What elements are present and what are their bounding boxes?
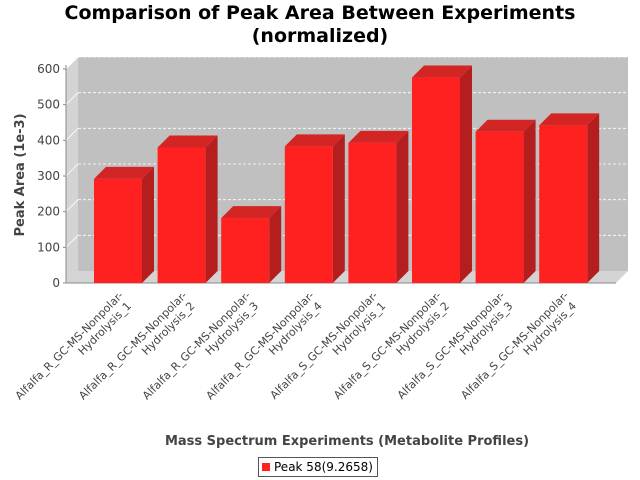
x-tick-label: Alfalfa_S_GC-MS-Nonpolar-Hydrolysis_3 xyxy=(395,289,517,411)
bar-top xyxy=(475,119,536,132)
x-tick-label: Alfalfa_R_GC-MS-Nonpolar-Hydrolysis_3 xyxy=(140,289,263,412)
x-axis-label: Mass Spectrum Experiments (Metabolite Pr… xyxy=(165,434,529,449)
x-tick-label: Alfalfa_R_GC-MS-Nonpolar-Hydrolysis_4 xyxy=(204,289,327,412)
y-tick-label: 100 xyxy=(37,240,60,254)
gridline-wall xyxy=(65,199,79,212)
chart-title-line2: (normalized) xyxy=(251,25,389,47)
x-tick-label: Alfalfa_S_GC-MS-Nonpolar-Hydrolysis_1 xyxy=(268,289,390,411)
bar-side xyxy=(396,130,409,283)
x-tick-label-line: Alfalfa_R_GC-MS-Nonpolar- xyxy=(13,289,126,402)
legend-swatch xyxy=(262,463,270,471)
x-tick-label: Alfalfa_S_GC-MS-Nonpolar-Hydrolysis_4 xyxy=(458,289,580,411)
bar-side xyxy=(332,134,345,283)
bar xyxy=(539,113,600,283)
bar-front xyxy=(157,147,206,283)
bar xyxy=(412,65,472,283)
bar-top xyxy=(348,130,409,143)
y-tick-label: 500 xyxy=(37,98,60,112)
bar xyxy=(157,135,218,283)
bar-front xyxy=(221,218,270,283)
y-tick-label: 400 xyxy=(37,133,60,147)
bar-front xyxy=(284,146,333,283)
gridline-wall xyxy=(65,128,79,141)
bar-side xyxy=(587,113,600,283)
bar-top xyxy=(221,206,282,219)
bar-top xyxy=(284,134,345,147)
gridline-wall xyxy=(65,235,79,248)
y-tick-label: 300 xyxy=(37,169,60,183)
bar-side xyxy=(460,65,472,283)
bars xyxy=(94,65,600,283)
bar xyxy=(284,134,345,283)
chart-title: Comparison of Peak Area Between Experime… xyxy=(0,2,640,48)
bar-side xyxy=(269,206,282,283)
gridline-wall xyxy=(65,163,79,177)
y-axis-ticks: 0 100 200 300 400 500 600 xyxy=(37,62,66,290)
bar-top xyxy=(94,166,154,179)
bar xyxy=(221,206,282,283)
bar-front xyxy=(412,77,460,283)
x-axis-ticks: Alfalfa_R_GC-MS-Nonpolar-Hydrolysis_1Alf… xyxy=(13,289,580,412)
bar-side xyxy=(205,135,218,283)
bar-front xyxy=(539,125,588,283)
y-axis-label: Peak Area (1e-3) xyxy=(13,113,28,236)
legend-label: Peak 58(9.2658) xyxy=(274,460,373,474)
bar-side xyxy=(142,166,154,283)
bar-front xyxy=(348,142,397,283)
y-tick-label: 200 xyxy=(37,205,60,219)
chart-title-line1: Comparison of Peak Area Between Experime… xyxy=(64,2,576,24)
bar-front xyxy=(475,131,524,283)
bar xyxy=(94,166,154,283)
bar-top xyxy=(412,65,472,78)
bar xyxy=(348,130,409,283)
x-tick-label: Alfalfa_S_GC-MS-Nonpolar-Hydrolysis_2 xyxy=(331,289,453,411)
bar-top xyxy=(157,135,218,148)
gridline-wall xyxy=(65,92,79,105)
y-tick-label: 0 xyxy=(52,276,60,290)
gridline-wall xyxy=(65,56,79,70)
bar-front xyxy=(94,178,142,283)
x-tick-label: Alfalfa_R_GC-MS-Nonpolar-Hydrolysis_1 xyxy=(13,289,136,412)
bar-top xyxy=(539,113,600,126)
x-tick-label: Alfalfa_R_GC-MS-Nonpolar-Hydrolysis_2 xyxy=(76,289,199,412)
y-tick-label: 600 xyxy=(37,62,60,76)
bar xyxy=(475,119,536,283)
bar-side xyxy=(523,119,536,283)
legend: Peak 58(9.2658) xyxy=(258,457,378,477)
